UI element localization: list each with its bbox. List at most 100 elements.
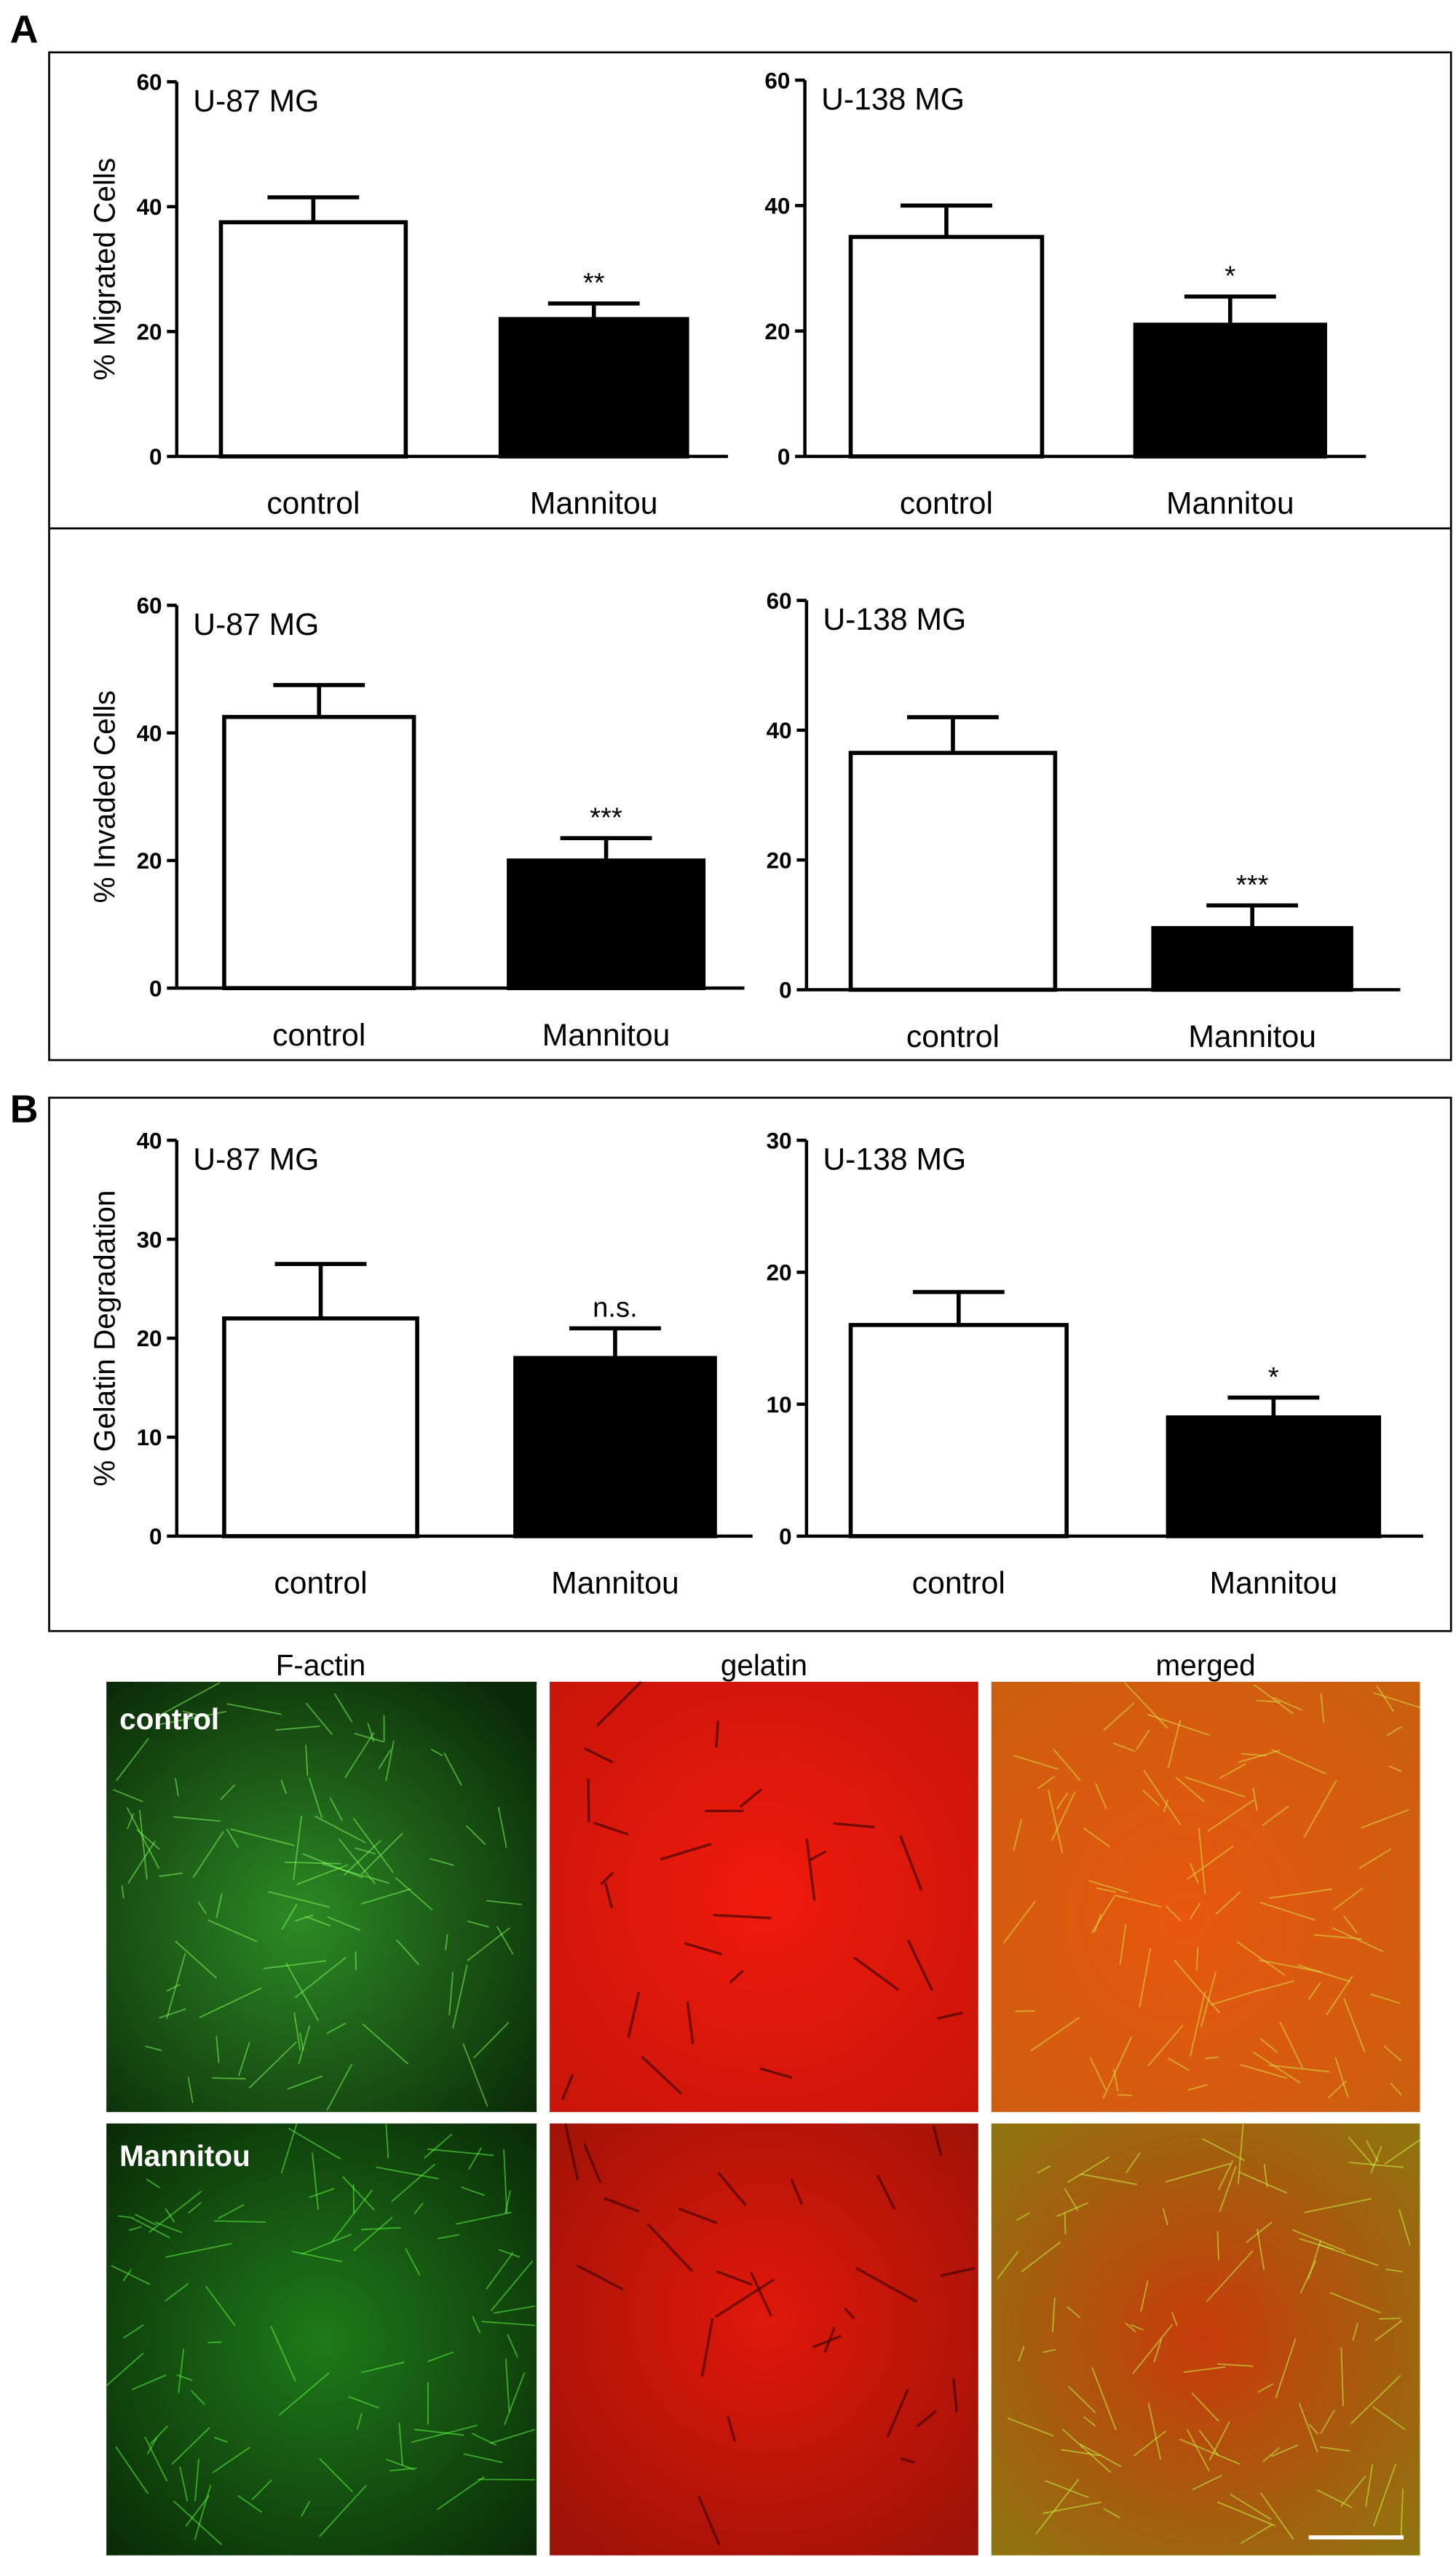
fibre (1236, 1941, 1286, 1976)
fibre (385, 2124, 389, 2159)
fibre (1174, 1959, 1220, 2014)
fibre (713, 1913, 772, 1920)
fibre (1112, 2068, 1119, 2092)
fibre (1147, 2403, 1162, 2460)
fibre (583, 1747, 614, 1764)
fibre (448, 1972, 454, 2015)
fibre (1370, 2146, 1382, 2174)
micrographs (106, 1680, 1420, 2556)
y-tick-label: 60 (767, 588, 792, 614)
fibre (1091, 1894, 1116, 1934)
fibre (128, 2226, 142, 2232)
fibre (1208, 2421, 1230, 2461)
fibre (1051, 2297, 1056, 2332)
panel-b-frame (48, 1096, 1452, 1632)
bar (1166, 1415, 1382, 1538)
fibre (144, 2436, 168, 2482)
fibre (1103, 1702, 1135, 1731)
fibre (1045, 2480, 1089, 2499)
fibre (497, 1806, 507, 1848)
fibre (218, 2204, 245, 2219)
y-tick-label: 20 (137, 320, 162, 345)
fibre (1190, 1902, 1201, 1920)
fibre (1240, 2524, 1273, 2545)
fibre (296, 1864, 349, 1886)
row-label: control (119, 1702, 219, 1736)
image (991, 2123, 1420, 2556)
fibre (1163, 1799, 1168, 1813)
fibre (238, 2042, 250, 2076)
fibre (505, 2358, 510, 2413)
fibre (275, 1726, 320, 1731)
fibre (1186, 2429, 1210, 2472)
fibre (1037, 2165, 1051, 2174)
fibre (1370, 1993, 1401, 2004)
fibre (465, 1825, 486, 1846)
fibre (319, 2485, 367, 2537)
fibre (1042, 2349, 1056, 2353)
fibre (226, 1703, 282, 1715)
fibre (1119, 1924, 1127, 1965)
fibre (207, 2341, 222, 2344)
bar (848, 234, 1045, 459)
fibre (1165, 1905, 1182, 1922)
fibre (287, 2075, 323, 2090)
fibre (809, 1850, 827, 1862)
fibre (214, 2220, 266, 2223)
x-tick-label: control (906, 1019, 1000, 1054)
fibre (715, 1720, 719, 1748)
fibre (1373, 1692, 1420, 1709)
fibre (1030, 2017, 1080, 2052)
panel-a-frame (48, 51, 1452, 1062)
fibre (886, 2388, 909, 2438)
fibre (329, 1797, 344, 1822)
fibre (1207, 1799, 1255, 1833)
fibre (1191, 2392, 1219, 2422)
fibre (1165, 2162, 1231, 2183)
fibre (1348, 2136, 1374, 2167)
fibre (467, 1920, 489, 1928)
fibre (308, 1777, 323, 1819)
fibre (1390, 2082, 1402, 2096)
fibre (1352, 2323, 1359, 2341)
fibre (149, 2425, 169, 2445)
fibre (494, 2305, 536, 2314)
fibre (1269, 1888, 1332, 1900)
bar (507, 858, 706, 990)
fibre (348, 2395, 380, 2409)
fibre (199, 1987, 262, 2019)
fibre (361, 2361, 405, 2374)
fibre (684, 1942, 722, 1956)
bar (222, 1316, 419, 1538)
significance: ** (583, 267, 605, 299)
fibre (361, 2226, 401, 2231)
chart-title: U-138 MG (823, 602, 966, 637)
y-tick-label: 40 (764, 194, 790, 219)
fibre (1320, 1693, 1325, 1723)
fibre (173, 1816, 221, 1822)
significance: *** (590, 802, 622, 834)
fibre (1061, 2449, 1101, 2457)
y-tick-label: 20 (767, 847, 792, 873)
fibre (314, 1815, 366, 1843)
fibre (1037, 1776, 1056, 1790)
fibre (600, 1871, 614, 1886)
fibre (1115, 1894, 1162, 1908)
fibre (790, 2178, 804, 2205)
fibre (1340, 2475, 1366, 2507)
fibre (1187, 1845, 1234, 1880)
fibre (1257, 2228, 1265, 2271)
fibre (356, 2413, 363, 2430)
fibre (319, 2458, 353, 2493)
fibre (251, 2479, 272, 2501)
fibre (1035, 2478, 1080, 2534)
bar (848, 1323, 1069, 1538)
fibre (1361, 1809, 1409, 1829)
image (991, 1681, 1420, 2112)
fibre (855, 2266, 918, 2303)
fibre (1125, 2323, 1136, 2333)
fibre (1298, 2403, 1318, 2453)
fibre (326, 2023, 347, 2034)
fibre (280, 1779, 288, 1795)
fibre (212, 2077, 246, 2079)
